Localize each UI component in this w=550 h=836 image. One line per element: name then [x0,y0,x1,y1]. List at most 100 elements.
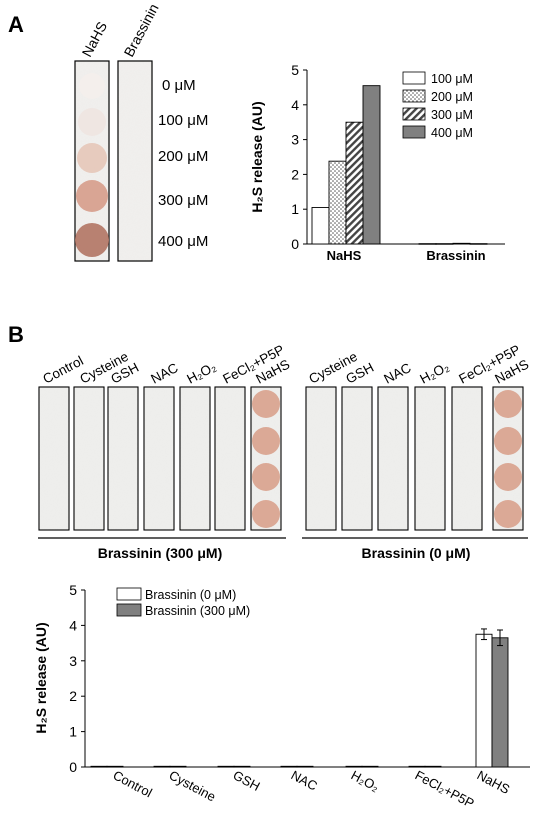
strip-texture [415,387,445,530]
bar [475,633,493,768]
y-tick-label: 3 [69,653,77,669]
legend-swatch [402,107,426,121]
spot [252,463,280,491]
panel-b-right-labels: Cysteine GSH NAC H₂O₂ FeCl₂+P5P NaHS [306,342,531,387]
chart-a-ticks: 0 1 2 3 4 5 [291,62,307,252]
y-tick-label: 5 [69,582,77,598]
group-label-right: Brassinin (0 μM) [362,545,471,561]
spot [252,500,280,528]
bar [328,160,347,245]
chart-b-xtick: NAC [289,767,320,793]
bar [233,765,251,768]
bar [106,765,124,768]
bar [491,637,509,768]
spot [76,180,108,212]
strip-texture [342,387,372,530]
y-tick-label: 1 [69,724,77,740]
legend-label: Brassinin (300 μM) [145,604,250,618]
strip-label: H₂O₂ [184,359,218,387]
strip-texture [452,387,482,530]
conc-labels: 0 μM 100 μM 200 μM 300 μM 400 μM [158,77,208,250]
panel-b-letter: B [8,322,24,347]
bar [345,765,363,768]
bar [153,765,171,768]
group-label-left: Brassinin (300 μM) [98,545,223,561]
spot [494,390,522,418]
conc-label: 300 μM [158,192,208,209]
y-tick-label: 0 [69,759,77,775]
spot [494,463,522,491]
strip-texture [74,387,104,530]
strip-texture [215,387,245,530]
spot [494,500,522,528]
conc-label: 0 μM [162,77,196,94]
y-tick-label: 2 [69,688,77,704]
strip-texture [180,387,210,530]
bar [169,765,187,768]
bar [217,765,235,768]
legend-label: 200 μM [431,90,473,104]
chart-b-bars [90,628,509,768]
chart-a-legend: 100 μM 200 μM 300 μM 400 μM [402,71,473,140]
chart-b-legend: Brassinin (0 μM) Brassinin (300 μM) [116,587,250,618]
y-tick-label: 1 [291,201,299,217]
chart-a-bars [311,85,488,245]
bar [435,243,454,245]
y-tick-label: 3 [291,132,299,148]
legend-label: Brassinin (0 μM) [145,588,236,602]
legend-swatch [402,89,426,103]
strip-label: Control [40,353,85,387]
chart-b-xtick: Cysteine [167,767,219,804]
spot [78,108,106,136]
chart-a-xtick: Brassinin [426,248,485,263]
panel-b-strips [38,386,524,531]
bar [345,121,364,245]
y-tick-label: 4 [291,97,299,113]
y-tick-label: 2 [291,166,299,182]
spot [77,143,107,173]
strip-texture [108,387,138,530]
bar [418,243,437,245]
chart-b: H₂S release (AU) 0 1 2 3 4 5 Control Cysteine… [33,582,530,811]
chart-b-ticks: 0 1 2 3 4 5 [69,582,85,775]
panel-b-left-labels: Control Cysteine GSH NAC H₂O₂ FeCl₂+P5P … [40,342,292,387]
bar [311,207,330,245]
bar [452,242,471,245]
bar [362,85,381,245]
bar [280,765,298,768]
strip-texture [39,387,69,530]
chart-b-xtick: GSH [231,767,263,793]
legend-label: 300 μM [431,108,473,122]
spot [252,427,280,455]
conc-label: 200 μM [158,148,208,165]
bar [469,243,488,245]
legend-label: 100 μM [431,72,473,86]
strip-label: NAC [381,360,413,387]
legend-label: 400 μM [431,126,473,140]
chart-a-ylabel: H₂S release (AU) [249,101,265,212]
bar [296,765,314,768]
legend-swatch [402,71,426,85]
y-tick-label: 5 [291,62,299,78]
conc-label: 100 μM [158,112,208,129]
panel-a-letter: A [8,12,24,37]
strip-label-nahs: NaHS [79,19,111,59]
strip-label: NAC [148,360,180,387]
chart-b-xtick: FeCl₂+P5P [413,767,477,811]
strip-label-brassinin: Brassinin [121,1,162,59]
chart-b-xtick: Control [111,767,155,800]
conc-label: 400 μM [158,233,208,250]
panel-a-spots [75,73,109,257]
strip-texture [144,387,174,530]
legend-swatch [116,603,142,617]
chart-b-xticks: Control Cysteine GSH NAC H₂O₂ FeCl₂+P5P … [111,767,513,811]
spot [494,427,522,455]
chart-b-xtick: H₂O₂ [349,767,382,794]
chart-a: H₂S release (AU) 0 1 2 3 4 5 NaHS Brassinin 1… [249,62,505,263]
chart-b-ylabel: H₂S release (AU) [33,622,49,733]
y-tick-label: 4 [69,617,77,633]
spot [79,73,105,99]
bar [361,765,379,768]
bar [408,765,426,768]
